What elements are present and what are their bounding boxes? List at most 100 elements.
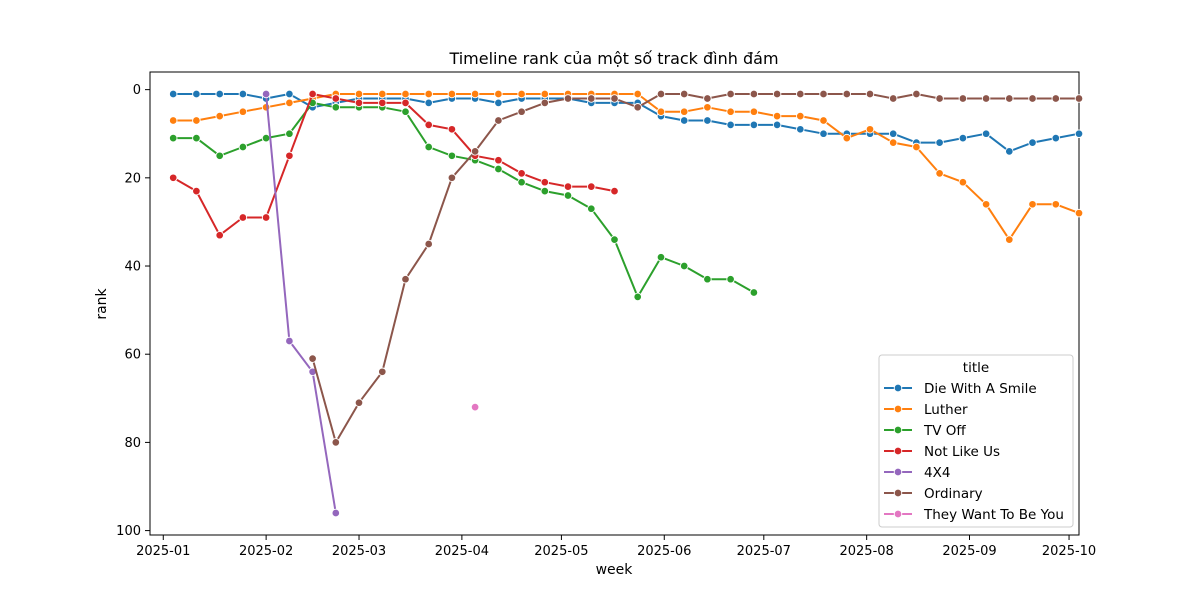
data-point-luther — [470, 89, 480, 99]
x-tick-label: 2025-01 — [136, 544, 190, 559]
data-point-die-with-a-smile — [796, 125, 805, 134]
data-point-die-with-a-smile — [192, 89, 201, 99]
data-point-ordinary — [1074, 94, 1084, 103]
series-layer — [168, 89, 1084, 518]
data-point-ordinary — [703, 94, 712, 103]
data-point-ordinary — [772, 89, 782, 99]
data-point-ordinary — [842, 89, 852, 99]
data-point-tv-off — [192, 133, 201, 143]
data-point-luther — [494, 89, 503, 99]
data-point-die-with-a-smile — [958, 133, 968, 143]
legend: title Die With A Smile Luther TV Off Not Li… — [878, 354, 1074, 528]
data-point-ordinary — [494, 116, 503, 125]
data-point-4x4 — [285, 336, 294, 346]
data-point-tv-off — [168, 133, 178, 143]
data-point-die-with-a-smile — [1005, 147, 1014, 156]
data-point-die-with-a-smile — [424, 98, 433, 108]
data-point-tv-off — [238, 142, 248, 152]
data-point-luther — [772, 111, 782, 121]
data-point-luther — [424, 89, 433, 99]
data-point-luther — [726, 107, 735, 116]
y-axis-label: rank — [94, 287, 110, 319]
data-point-tv-off — [424, 142, 433, 152]
data-point-ordinary — [1051, 94, 1061, 103]
data-point-not-like-us — [610, 186, 619, 196]
data-point-die-with-a-smile — [726, 120, 735, 130]
legend-entry-4x4: 4X4 — [884, 465, 950, 481]
legend-marker-ordinary — [893, 488, 903, 498]
data-point-ordinary — [587, 94, 596, 103]
data-point-tv-off — [447, 151, 457, 161]
data-point-not-like-us — [424, 120, 433, 130]
data-point-tv-off — [656, 252, 666, 262]
data-point-4x4 — [331, 508, 341, 518]
y-tick-label: 20 — [124, 171, 141, 186]
data-point-tv-off — [610, 235, 619, 244]
data-point-not-like-us — [378, 98, 387, 108]
data-point-tv-off — [540, 186, 550, 196]
data-point-luther — [888, 138, 898, 147]
data-point-not-like-us — [308, 89, 317, 99]
data-point-luther — [1028, 200, 1037, 209]
data-point-ordinary — [401, 274, 410, 284]
data-point-ordinary — [1005, 94, 1014, 103]
data-point-not-like-us — [517, 169, 526, 178]
data-point-die-with-a-smile — [888, 129, 898, 138]
data-point-tv-off — [517, 177, 526, 187]
legend-marker-not-like-us — [893, 446, 903, 456]
data-point-luther — [192, 116, 201, 125]
data-point-luther — [981, 200, 991, 209]
series-they-want-to-be-you — [470, 402, 480, 412]
data-point-luther — [958, 177, 968, 187]
legend-marker-tv-off — [893, 425, 903, 435]
data-point-ordinary — [1028, 94, 1037, 103]
legend-marker-4x4 — [893, 467, 903, 477]
data-point-tv-off — [261, 133, 271, 143]
legend-marker-they-want-to-be-you — [893, 509, 903, 519]
data-point-die-with-a-smile — [703, 116, 712, 125]
data-point-tv-off — [703, 274, 712, 284]
y-tick-label: 100 — [116, 524, 141, 539]
data-point-die-with-a-smile — [168, 89, 178, 99]
data-point-luther — [865, 125, 875, 134]
data-point-die-with-a-smile — [1074, 129, 1084, 138]
y-tick-label: 80 — [124, 436, 141, 451]
data-point-luther — [540, 89, 550, 99]
data-point-die-with-a-smile — [935, 138, 944, 147]
data-point-not-like-us — [447, 125, 457, 134]
y-tick-label: 40 — [124, 260, 141, 275]
data-point-not-like-us — [563, 182, 573, 191]
legend-label-not-like-us: Not Like Us — [924, 444, 1000, 460]
data-point-ordinary — [865, 89, 875, 99]
data-point-ordinary — [935, 94, 944, 103]
chart-title: Timeline rank của một số track đình đám — [448, 49, 778, 68]
y-axis: 0 20 40 60 80 100 — [116, 83, 150, 539]
data-point-ordinary — [610, 94, 619, 103]
data-point-not-like-us — [215, 230, 224, 240]
data-point-luther — [819, 116, 828, 125]
data-point-ordinary — [447, 173, 457, 183]
x-tick-label: 2025-02 — [239, 544, 293, 559]
legend-label-4x4: 4X4 — [924, 465, 950, 481]
legend-label-luther: Luther — [924, 402, 968, 418]
data-point-ordinary — [308, 354, 317, 363]
data-point-luther — [401, 89, 410, 99]
data-point-ordinary — [517, 107, 526, 116]
y-tick-label: 0 — [133, 83, 141, 98]
x-axis: 2025-01 2025-02 2025-03 2025-04 2025-05 2025-… — [136, 535, 1096, 559]
x-tick-label: 2025-10 — [1042, 544, 1096, 559]
data-point-not-like-us — [238, 213, 248, 222]
data-point-not-like-us — [587, 182, 596, 191]
legend-marker-die-with-a-smile — [893, 383, 903, 393]
data-point-luther — [656, 107, 666, 116]
data-point-die-with-a-smile — [1051, 133, 1061, 143]
data-point-not-like-us — [540, 177, 550, 187]
data-point-not-like-us — [168, 173, 178, 183]
legend-marker-luther — [893, 404, 903, 414]
data-point-not-like-us — [261, 213, 271, 222]
x-tick-label: 2025-08 — [839, 544, 893, 559]
data-point-ordinary — [726, 89, 735, 99]
data-point-luther — [749, 107, 759, 116]
data-point-luther — [447, 89, 457, 99]
